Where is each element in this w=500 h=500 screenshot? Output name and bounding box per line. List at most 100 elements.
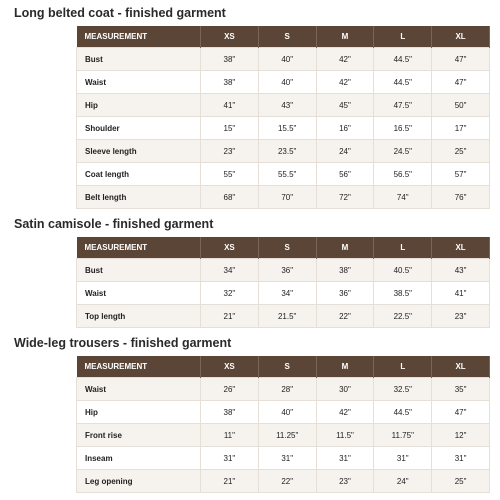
cell: 41" [431,281,490,305]
header-cell: S [258,26,317,48]
cell: 47" [431,70,490,94]
cell: 15" [200,116,259,140]
header-cell: XS [200,356,259,378]
row-label: Sleeve length [76,139,201,163]
cell: 55.5" [257,162,317,186]
cell: 22" [315,304,375,328]
cell: 38" [200,400,259,424]
row-label: Hip [76,400,201,424]
table-row: Hip 41" 43" 45" 47.5" 50" [76,93,490,117]
header-cell: M [316,237,375,259]
cell: 17" [431,116,490,140]
cell: 31" [200,446,259,470]
cell: 16.5" [373,116,433,140]
header-cell: M [316,26,375,48]
cell: 24" [373,469,433,493]
table-row: Waist 38" 40" 42" 44.5" 47" [76,70,490,94]
cell: 76" [431,185,490,209]
header-cell: L [373,356,433,378]
cell: 38" [315,258,375,282]
cell: 24" [315,139,375,163]
row-label: Leg opening [76,469,201,493]
cell: 56.5" [373,162,433,186]
row-label: Hip [76,93,201,117]
cell: 24.5" [373,139,433,163]
table-row: Shoulder 15" 15.5" 16" 16.5" 17" [76,116,490,140]
table-row: Inseam 31" 31" 31" 31" 31" [76,446,490,470]
cell: 30" [315,377,375,401]
cell: 74" [373,185,433,209]
cell: 25" [431,469,490,493]
size-table: MEASUREMENT XS S M L XL Waist 26" 28" 30" 32.5" 35"… [76,356,490,493]
cell: 44.5" [373,47,433,71]
table-row: Hip 38" 40" 42" 44.5" 47" [76,400,490,424]
header-row: MEASUREMENT XS S M L XL [76,237,490,259]
header-cell: MEASUREMENT [76,356,201,378]
table-header: MEASUREMENT XS S M L XL [76,237,490,259]
cell: 40" [257,400,317,424]
section-title: Satin camisole - finished garment [14,217,214,231]
header-cell: L [373,237,433,259]
header-cell: S [258,237,317,259]
cell: 42" [315,400,375,424]
cell: 16" [315,116,375,140]
table-row: Sleeve length 23" 23.5" 24" 24.5" 25" [76,139,490,163]
cell: 44.5" [373,400,433,424]
cell: 72" [315,185,375,209]
cell: 11.25" [257,423,317,447]
table-row: Waist 32" 34" 36" 38.5" 41" [76,281,490,305]
cell: 43" [431,258,490,282]
row-label: Bust [76,258,201,282]
cell: 23" [431,304,490,328]
cell: 40.5" [373,258,433,282]
header-cell: XL [431,356,490,378]
section-title: Long belted coat - finished garment [14,6,226,20]
row-label: Bust [76,47,201,71]
header-row: MEASUREMENT XS S M L XL [76,356,490,378]
row-label: Waist [76,70,201,94]
cell: 31" [315,446,375,470]
cell: 42" [315,70,375,94]
section-title: Wide-leg trousers - finished garment [14,336,232,350]
table-row: Waist 26" 28" 30" 32.5" 35" [76,377,490,401]
row-label: Inseam [76,446,201,470]
cell: 31" [373,446,433,470]
cell: 55" [200,162,259,186]
table-row: Bust 38" 40" 42" 44.5" 47" [76,47,490,71]
cell: 21" [200,469,259,493]
cell: 34" [257,281,317,305]
cell: 12" [431,423,490,447]
cell: 23" [200,139,259,163]
cell: 35" [431,377,490,401]
header-cell: XL [431,237,490,259]
table-row: Belt length 68" 70" 72" 74" 76" [76,185,490,209]
table-row: Coat length 55" 55.5" 56" 56.5" 57" [76,162,490,186]
cell: 40" [257,70,317,94]
row-label: Top length [76,304,201,328]
cell: 23" [315,469,375,493]
cell: 21.5" [257,304,317,328]
table-header: MEASUREMENT XS S M L XL [76,26,490,48]
table-row: Front rise 11" 11.25" 11.5" 11.75" 12" [76,423,490,447]
cell: 68" [200,185,259,209]
cell: 32.5" [373,377,433,401]
header-cell: S [258,356,317,378]
cell: 42" [315,47,375,71]
size-table: MEASUREMENT XS S M L XL Bust 38" 40" 42" 44.5" 47" W… [76,26,490,209]
cell: 22" [257,469,317,493]
header-cell: L [373,26,433,48]
cell: 11.5" [315,423,375,447]
cell: 45" [315,93,375,117]
cell: 47" [431,47,490,71]
cell: 15.5" [257,116,317,140]
table-header: MEASUREMENT XS S M L XL [76,356,490,378]
row-label: Coat length [76,162,201,186]
cell: 34" [200,258,259,282]
table-row: Bust 34" 36" 38" 40.5" 43" [76,258,490,282]
cell: 22.5" [373,304,433,328]
header-cell: XS [200,237,259,259]
cell: 57" [431,162,490,186]
row-label: Shoulder [76,116,201,140]
cell: 38" [200,70,259,94]
